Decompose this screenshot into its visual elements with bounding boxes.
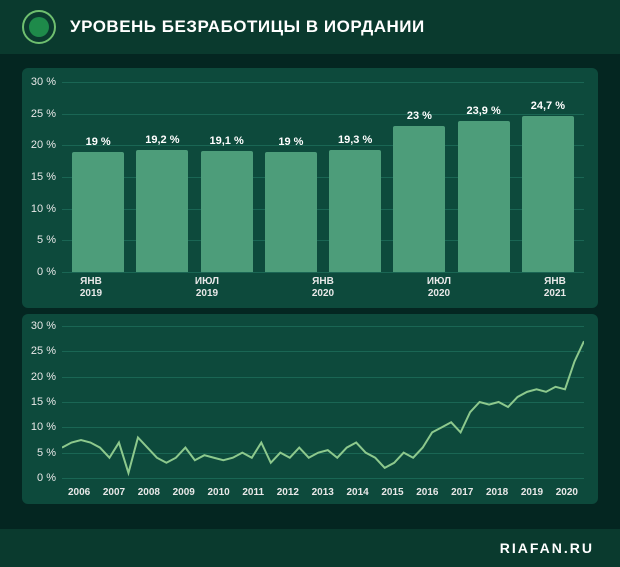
x-axis-label <box>352 276 410 304</box>
x-axis-label: 2016 <box>416 487 438 498</box>
x-axis-label: 2013 <box>312 487 334 498</box>
bar: 23 % <box>393 126 445 272</box>
x-axis-label: 2011 <box>242 487 264 498</box>
page-title: УРОВЕНЬ БЕЗРАБОТИЦЫ В ИОРДАНИИ <box>70 17 425 37</box>
y-axis-label: 25 % <box>31 345 56 357</box>
x-axis-label: ЯНВ2020 <box>294 276 352 304</box>
bar-value-label: 19 % <box>86 136 111 148</box>
bar-value-label: 19,2 % <box>145 134 179 146</box>
y-axis-label: 10 % <box>31 203 56 215</box>
x-axis-label: 2019 <box>521 487 543 498</box>
bar-value-label: 23,9 % <box>467 105 501 117</box>
x-axis-label: 2008 <box>138 487 160 498</box>
bar-value-label: 19,1 % <box>210 135 244 147</box>
bar-x-axis: ЯНВ2019 ИЮЛ2019 ЯНВ2020 ИЮЛ2020 ЯНВ2021 <box>62 276 584 304</box>
x-axis-label: ИЮЛ2020 <box>410 276 468 304</box>
line-chart: 0 %5 %10 %15 %20 %25 %30 % 2006200720082… <box>22 314 598 504</box>
footer: RIAFAN.RU <box>0 529 620 567</box>
bar-plot-area: 19 %19,2 %19,1 %19 %19,3 %23 %23,9 %24,7… <box>62 82 584 272</box>
y-axis-label: 20 % <box>31 139 56 151</box>
x-axis-label <box>120 276 178 304</box>
x-axis-label <box>236 276 294 304</box>
gridline <box>62 272 584 273</box>
bar-value-label: 24,7 % <box>531 100 565 112</box>
x-axis-label: 2014 <box>346 487 368 498</box>
y-axis-label: 15 % <box>31 171 56 183</box>
line-x-axis: 2006 2007 2008 2009 2010 2011 2012 2013 2014 2015… <box>62 487 584 498</box>
bar: 23,9 % <box>458 121 510 272</box>
y-axis-label: 5 % <box>37 447 56 459</box>
bar: 19 % <box>72 152 124 272</box>
y-axis-label: 15 % <box>31 396 56 408</box>
y-axis-label: 25 % <box>31 108 56 120</box>
infographic-page: УРОВЕНЬ БЕЗРАБОТИЦЫ В ИОРДАНИИ 0 % 5 % 10 … <box>0 0 620 567</box>
x-axis-label: 2010 <box>208 487 230 498</box>
y-axis-label: 20 % <box>31 371 56 383</box>
x-axis-label: 2012 <box>277 487 299 498</box>
x-axis-label: ЯНВ2019 <box>62 276 120 304</box>
y-axis-label: 30 % <box>31 320 56 332</box>
y-axis-label: 5 % <box>37 234 56 246</box>
x-axis-label: 2017 <box>451 487 473 498</box>
source-label: RIAFAN.RU <box>500 540 594 556</box>
chart-area: 0 %5 %10 %15 %20 %25 %30 % 19 %19,2 %19,… <box>0 54 620 529</box>
gridline <box>62 478 584 479</box>
bar-value-label: 19,3 % <box>338 134 372 146</box>
y-axis-label: 10 % <box>31 421 56 433</box>
bar: 24,7 % <box>522 116 574 272</box>
line-plot-area <box>62 326 584 478</box>
x-axis-label: 2009 <box>173 487 195 498</box>
x-axis-label: 2015 <box>381 487 403 498</box>
y-axis-label: 0 % <box>37 472 56 484</box>
bar: 19,1 % <box>201 151 253 272</box>
trend-line <box>62 341 584 473</box>
x-axis-label: 2006 <box>68 487 90 498</box>
bar: 19,3 % <box>329 150 381 272</box>
x-axis-label: 2007 <box>103 487 125 498</box>
x-axis-label: 2020 <box>556 487 578 498</box>
y-axis-label: 30 % <box>31 76 56 88</box>
bar-value-label: 23 % <box>407 110 432 122</box>
globe-logo-icon <box>22 10 56 44</box>
x-axis-label <box>468 276 526 304</box>
x-axis-label: 2018 <box>486 487 508 498</box>
bar-value-label: 19 % <box>278 136 303 148</box>
bar: 19,2 % <box>136 150 188 272</box>
bar-chart: 0 %5 %10 %15 %20 %25 %30 % 19 %19,2 %19,… <box>22 68 598 308</box>
x-axis-label: ИЮЛ2019 <box>178 276 236 304</box>
y-axis-label: 0 % <box>37 266 56 278</box>
bar: 19 % <box>265 152 317 272</box>
x-axis-label: ЯНВ2021 <box>526 276 584 304</box>
header: УРОВЕНЬ БЕЗРАБОТИЦЫ В ИОРДАНИИ <box>0 0 620 54</box>
